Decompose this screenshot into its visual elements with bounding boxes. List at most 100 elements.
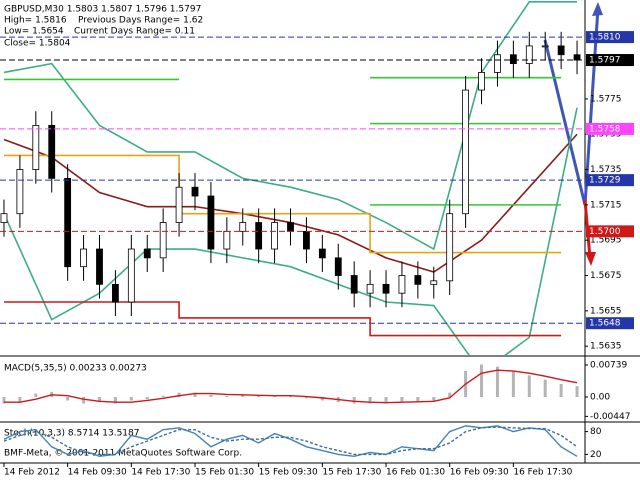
candle-body [127, 248, 135, 303]
candle-body [573, 54, 581, 61]
candle-body [494, 54, 501, 73]
x-tick-label: 16 Feb 09:30 [450, 468, 509, 478]
histogram-bar [352, 397, 356, 404]
histogram-bar [2, 397, 6, 404]
header-info: High= 1.5816 [4, 16, 67, 26]
x-tick-label: 15 Feb 09:30 [259, 468, 318, 478]
y-tick-label: -0.00447 [590, 412, 630, 422]
y-tick-label: 1.5655 [590, 306, 622, 316]
histogram-bar [241, 394, 245, 398]
series-line [3, 426, 578, 456]
y-tick-label: 1.5715 [590, 200, 622, 210]
candle-body [159, 222, 167, 259]
histogram-bar [400, 397, 404, 402]
price-level-box [586, 122, 634, 135]
series-line [3, 369, 578, 404]
price-level-box [586, 174, 634, 187]
histogram-bar [368, 397, 372, 404]
arrow-head [592, 2, 603, 16]
histogram-bar [448, 392, 452, 398]
price-level-label: 1.5797 [589, 56, 621, 66]
candle-body [271, 222, 278, 250]
histogram-bar [273, 396, 277, 398]
candle-body [32, 124, 40, 170]
price-level-box [586, 225, 634, 238]
x-tick-label: 16 Feb 01:30 [386, 468, 445, 478]
header-info: Low= 1.5654 [4, 27, 64, 37]
candle-body [207, 195, 215, 250]
histogram-bar [304, 397, 308, 399]
histogram-bar [480, 364, 484, 398]
price-level-box [586, 54, 634, 67]
copyright: BMF-Meta, © 2001-2011 MetaQuotes Softwar… [4, 449, 242, 459]
histogram-bar [113, 397, 117, 404]
x-tick-label: 15 Feb 17:30 [322, 468, 381, 478]
histogram-bar [18, 397, 22, 403]
y-tick-label: 1.5635 [590, 342, 622, 352]
candle-body [0, 213, 8, 223]
candle-body [382, 283, 390, 294]
candle-body [16, 169, 24, 215]
histogram-bar [432, 397, 436, 401]
series-line [3, 425, 578, 458]
y-tick-label: 0.00 [590, 393, 610, 403]
candle-body [446, 213, 454, 282]
histogram-bar [177, 392, 181, 398]
histogram-bar [384, 397, 388, 403]
candle-body [303, 230, 310, 250]
histogram-bar [511, 371, 515, 398]
panel [2, 364, 579, 404]
candle-body [509, 54, 517, 64]
candle-body [525, 45, 533, 64]
candle-body [191, 186, 199, 197]
candle-body [287, 222, 294, 232]
y-tick-label: 20 [590, 450, 602, 460]
candle-body [48, 124, 56, 179]
candle-body [398, 275, 406, 294]
histogram-bar [34, 393, 38, 398]
histogram-bar [193, 392, 197, 398]
candle-body [478, 72, 485, 91]
histogram-bar [320, 397, 324, 401]
y-tick-label: 80 [590, 427, 602, 437]
chart-title: GBPUSD,M30 1.5803 1.5807 1.5796 1.5797 [4, 5, 201, 15]
histogram-bar [543, 379, 547, 398]
y-tick-label: 1.5695 [590, 236, 622, 246]
header-info: Close= 1.5804 [4, 39, 71, 49]
series-line [3, 301, 562, 337]
histogram-bar [575, 386, 579, 398]
panel [0, 0, 581, 355]
candle-body [64, 177, 72, 268]
candle-body [143, 248, 151, 259]
y-tick-label: 0.00739 [590, 361, 627, 371]
price-level-box [586, 31, 634, 44]
candle-body [541, 45, 549, 48]
histogram-bar [161, 395, 165, 398]
x-tick-label: 15 Feb 01:30 [195, 468, 254, 478]
candle-body [366, 283, 374, 294]
price-level-box [586, 317, 634, 330]
y-tick-label: 1.5775 [590, 94, 622, 104]
price-level-label: 1.5758 [589, 124, 621, 134]
candle-body [175, 186, 183, 223]
histogram-bar [209, 394, 213, 398]
x-tick-label: 14 Feb 09:30 [68, 468, 127, 478]
histogram-bar [559, 384, 563, 398]
candle-body [239, 222, 247, 232]
arrow-head [585, 252, 596, 266]
header-info: Previous Days Range= 1.62 [78, 16, 203, 26]
histogram-bar [82, 397, 86, 404]
price-level-label: 1.5648 [589, 319, 621, 329]
panel-title: MACD(5,35,5) 0.00233 0.00273 [4, 364, 147, 374]
candle-body [96, 248, 103, 285]
y-tick-label: 1.5675 [590, 271, 622, 281]
panel [3, 425, 578, 458]
histogram-bar [129, 397, 133, 401]
x-tick-label: 14 Feb 2012 [4, 468, 60, 478]
histogram-bar [495, 366, 499, 398]
histogram-bar [527, 375, 531, 398]
histogram-bar [66, 397, 70, 401]
x-tick-label: 14 Feb 17:30 [131, 468, 190, 478]
